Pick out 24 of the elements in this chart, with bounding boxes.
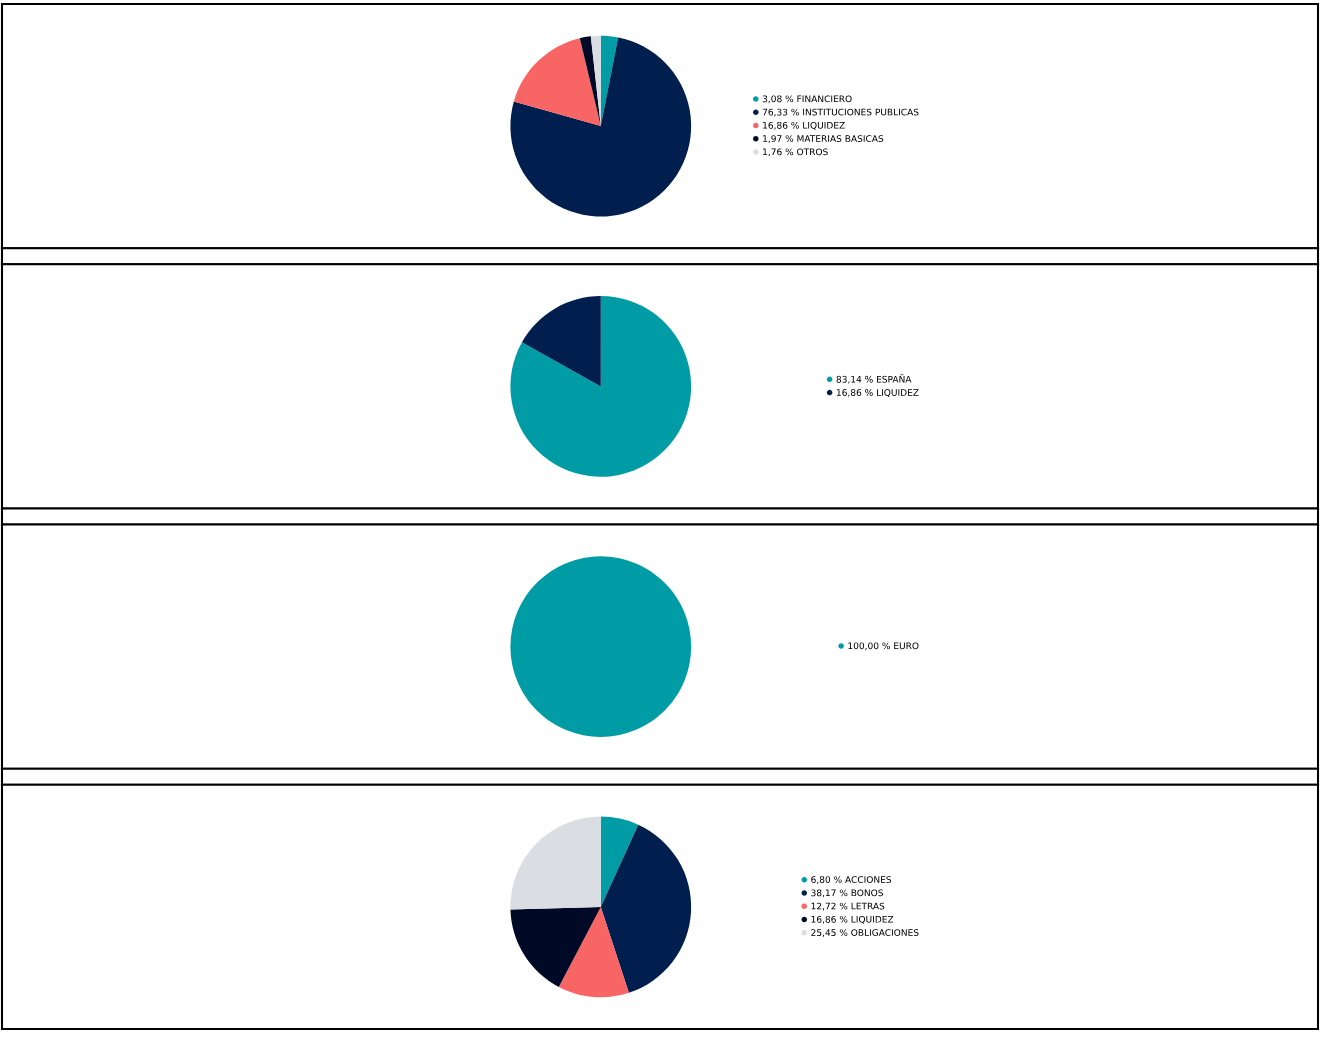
legend-label: 38,17 % BONOS — [811, 889, 883, 898]
legend-label: 16,86 % LIQUIDEZ — [836, 389, 919, 397]
legend-label: 16,86 % LIQUIDEZ — [763, 121, 845, 130]
legend-label: 1,97 % MATERIAS BASICAS — [763, 135, 884, 143]
pie-slice — [521, 296, 601, 387]
legend-label: 76,33 % INSTITUCIONES PUBLICAS — [762, 108, 919, 117]
pie-slice — [600, 824, 692, 993]
pie-slice — [510, 816, 601, 910]
legend-label: 100,00 % EURO — [848, 642, 919, 651]
pie-slice — [600, 816, 639, 907]
legend-label: 83,14 % ESPAÑA — [836, 374, 912, 384]
legend-label: 6,80 % ACCIONES — [811, 876, 892, 884]
legend-label: 16,86 % LIQUIDEZ — [811, 915, 894, 924]
legend-label: 3,08 % FINANCIERO — [762, 95, 852, 104]
legend-label: 1,76 % OTROS — [763, 148, 828, 157]
pie-slice — [510, 37, 692, 217]
legend-label: 12,72 % LETRAS — [811, 902, 885, 911]
pie-slice — [558, 906, 629, 998]
pie-slice — [579, 36, 601, 127]
pie-slice — [513, 38, 601, 127]
pie-slice — [510, 906, 601, 987]
legend-label: 25,45 % OBLIGACIONES — [811, 929, 919, 937]
pie-slice — [590, 35, 601, 127]
pie-slice — [510, 296, 692, 477]
